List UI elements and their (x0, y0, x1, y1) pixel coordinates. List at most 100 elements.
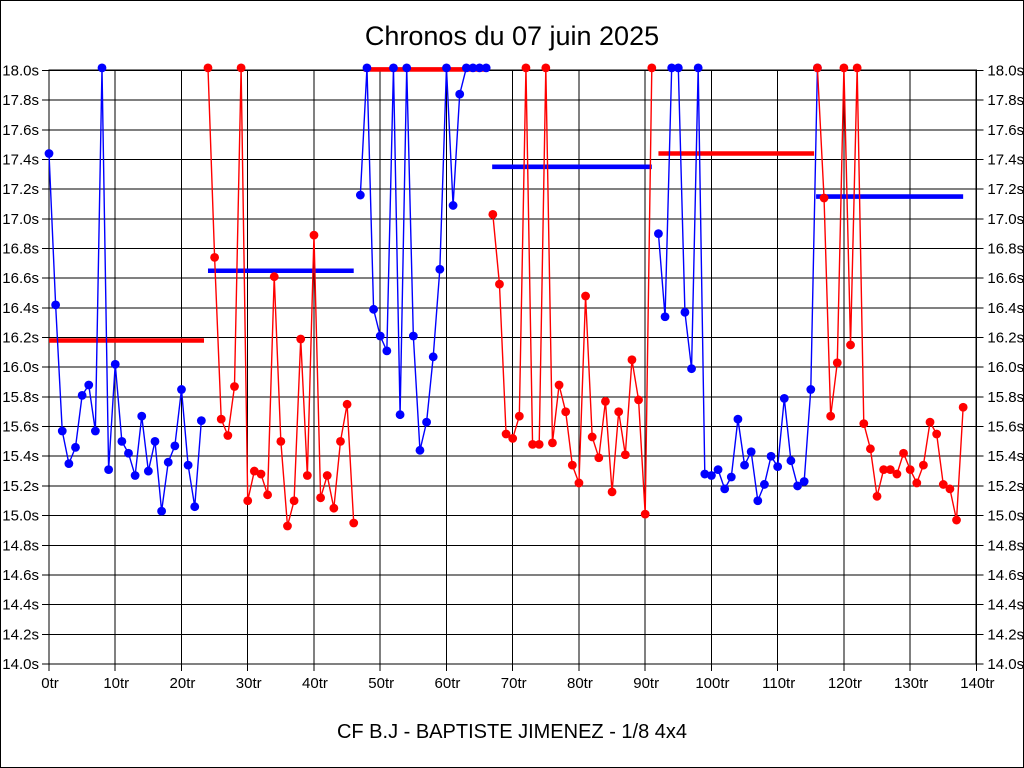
run-4-red-data-point (534, 439, 544, 449)
run-4-red-data-point (594, 453, 604, 463)
run-2-red-data-point (336, 437, 345, 446)
run-4-red-data-point (627, 355, 637, 365)
run-3-blue-line (359, 67, 487, 452)
run-1-blue-data-point (71, 442, 80, 452)
run-2-red-data-point (203, 63, 213, 73)
run-6-red-data-point (952, 515, 961, 525)
run-1-blue-data-point (137, 411, 147, 421)
y-axis-label-right: 16.0s (987, 359, 1024, 376)
run-2-red-data-point (216, 414, 226, 424)
run-3-blue-data-point (475, 63, 484, 73)
y-axis-label-right: 15.6s (987, 419, 1024, 436)
run-6-red-data-point (885, 465, 895, 474)
run-3-blue-data-point (448, 201, 458, 210)
y-axis-label-right: 17.2s (987, 181, 1024, 198)
run-2-red-data-point (302, 471, 312, 480)
run-6-red-data-point (925, 417, 935, 427)
run-6-red-data-point (819, 193, 829, 203)
x-axis-label: 20tr (170, 675, 196, 692)
run-5-blue-data-point (720, 484, 730, 494)
run-3-blue-data-point (362, 63, 372, 73)
x-axis-label: 30tr (236, 675, 262, 692)
run-5-blue-data-point (786, 456, 796, 466)
run-4-red-data-point (508, 434, 518, 443)
y-axis-label-right: 18.0s (987, 62, 1024, 79)
chart-title: Chronos du 07 juin 2025 (364, 21, 660, 51)
y-axis-label-right: 16.2s (987, 330, 1024, 347)
y-axis-label-left: 16.2s (2, 330, 39, 347)
x-axis-label: 70tr (501, 675, 527, 692)
run-4-red-data-point (607, 487, 617, 497)
y-axis-label-left: 15.4s (2, 448, 39, 465)
run-1-blue-data-point (150, 437, 160, 446)
y-axis-label-left: 17.2s (2, 181, 39, 198)
run-5-blue-data-point (700, 469, 710, 479)
run-6-red-line (816, 67, 964, 521)
run-5-blue-data-point (806, 385, 816, 394)
run-4-red-line (492, 67, 653, 515)
run-3-blue-data-point (481, 63, 491, 73)
y-axis-label-right: 14.8s (987, 537, 1024, 554)
y-axis-label-left: 15.2s (2, 478, 39, 495)
run-6-red-data-point (866, 444, 875, 454)
y-axis-label-right: 17.4s (987, 151, 1024, 168)
run-2-red-data-point (289, 496, 299, 506)
run-6-red-data-point (859, 419, 869, 428)
run-3-blue-data-point (428, 352, 438, 362)
y-axis-label-right: 14.2s (987, 626, 1024, 643)
run-4-red-data-point (561, 407, 571, 417)
run-4-red-data-point (614, 407, 624, 417)
y-axis-label-left: 17.6s (2, 122, 39, 139)
run-5-blue-line (657, 67, 819, 502)
run-5-blue-data-point (673, 63, 683, 73)
run-3-blue-data-point (382, 346, 392, 356)
y-axis-label-right: 16.8s (987, 240, 1024, 257)
run-1-blue-data-point (84, 380, 94, 390)
run-5-blue-data-point (707, 471, 716, 480)
y-axis-label-right: 15.4s (987, 448, 1024, 465)
y-axis-label-left: 16.8s (2, 240, 39, 257)
run-5-blue-data-point (693, 63, 703, 73)
run-2-red-data-point (256, 469, 266, 479)
run-4-red-data-point (528, 439, 537, 449)
run-2-red-line (207, 67, 355, 527)
y-axis-label-right: 15.2s (987, 478, 1024, 495)
run-4-red-data-point (514, 411, 524, 421)
run-4-red-data-point (567, 460, 577, 470)
run-3-blue-data-point (369, 304, 378, 314)
run-5-blue-data-point (773, 462, 783, 472)
run-3-blue-data-point (435, 264, 445, 274)
run-6-red-data-point (912, 478, 922, 488)
run-5-blue-data-point (760, 480, 769, 489)
run-2-red-data-point (230, 382, 239, 391)
run-5-blue-data-point (779, 393, 789, 403)
run-3-blue-data-point (375, 331, 385, 341)
y-axis-label-left: 15.6s (2, 419, 39, 436)
run-1-blue-data-point (57, 426, 67, 436)
run-6-red-data-point (938, 480, 948, 489)
run-1-blue-data-point (51, 300, 61, 310)
run-1-blue-data-point (130, 471, 140, 480)
x-axis-label: 10tr (103, 675, 129, 692)
x-axis-label: 50tr (368, 675, 394, 692)
run-1-blue-data-point (117, 437, 127, 446)
run-3-blue-data-point (442, 63, 451, 73)
x-axis-label: 90tr (633, 675, 659, 692)
run-6-red-data-point (905, 465, 915, 474)
run-2-red-data-point (236, 63, 246, 73)
run-2-red-data-point (283, 521, 292, 531)
y-axis-label-right: 14.4s (987, 597, 1024, 614)
run-4-red-data-point (620, 450, 630, 460)
run-4-red-data-point (634, 395, 643, 405)
run-1-blue-data-point (157, 506, 167, 516)
run-4-red-data-point (541, 63, 551, 73)
driver-caption: CF B.J - BAPTISTE JIMENEZ - 1/8 4x4 (336, 721, 688, 743)
run-1-blue-data-point (190, 502, 200, 512)
y-axis-label-left: 15.0s (2, 508, 39, 525)
run-5-blue-data-point (726, 472, 736, 482)
y-axis-label-left: 14.6s (2, 567, 39, 584)
run-3-blue-data-point (461, 63, 471, 73)
y-axis-label-left: 16.6s (2, 270, 39, 287)
run-4-red-data-point (488, 209, 498, 219)
y-axis-label-left: 17.8s (2, 92, 39, 109)
